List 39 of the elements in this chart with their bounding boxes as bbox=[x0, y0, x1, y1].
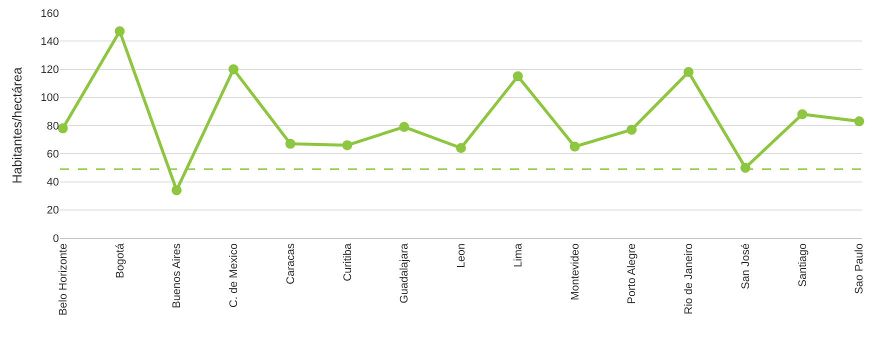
x-tick-label: Guadalajara bbox=[398, 242, 411, 304]
point bbox=[626, 124, 637, 135]
point bbox=[684, 67, 694, 78]
x-tick-label: Santiago bbox=[796, 243, 809, 287]
y-tick-label: 60 bbox=[46, 148, 59, 160]
x-tick-label: Curitiba bbox=[342, 242, 354, 282]
point bbox=[228, 64, 238, 74]
x-tick-label: Montevideo bbox=[569, 243, 582, 300]
x-tick-label: San José bbox=[740, 243, 752, 290]
point bbox=[285, 138, 296, 149]
x-tick-label: C. de Mexico bbox=[228, 243, 240, 308]
x-tick-label: Porto Alegre bbox=[626, 243, 638, 304]
y-tick-label: 80 bbox=[46, 120, 59, 132]
point bbox=[172, 185, 182, 196]
y-tick-label: 160 bbox=[40, 8, 59, 20]
x-tick-label: Caracas bbox=[284, 242, 297, 284]
x-tick-label: Lima bbox=[512, 242, 524, 268]
point bbox=[456, 143, 466, 153]
y-tick-label: 120 bbox=[40, 64, 59, 76]
y-tick-label: 100 bbox=[40, 92, 59, 104]
y-tick-label: 0 bbox=[52, 232, 59, 245]
point bbox=[58, 123, 68, 134]
y-tick-label: 20 bbox=[46, 204, 59, 217]
y-tick-label: 140 bbox=[40, 36, 59, 48]
x-tick-label: Buenos Aires bbox=[171, 242, 184, 308]
x-tick-label: Belo Horizonte bbox=[57, 243, 70, 316]
y-tick-label: 40 bbox=[46, 176, 59, 189]
x-tick-label: Bogotá bbox=[114, 242, 126, 278]
y-axis-title: Habitantes/hectárea bbox=[10, 66, 25, 184]
point bbox=[512, 71, 523, 82]
point bbox=[797, 109, 808, 120]
point bbox=[854, 116, 864, 126]
point bbox=[342, 140, 352, 150]
point bbox=[114, 26, 125, 36]
point bbox=[570, 142, 580, 152]
point bbox=[399, 122, 410, 132]
x-tick-label: Sao Paulo bbox=[854, 243, 866, 294]
x-tick-label: Rio de Janeiro bbox=[683, 243, 696, 314]
x-tick-label: Leon bbox=[456, 243, 468, 268]
